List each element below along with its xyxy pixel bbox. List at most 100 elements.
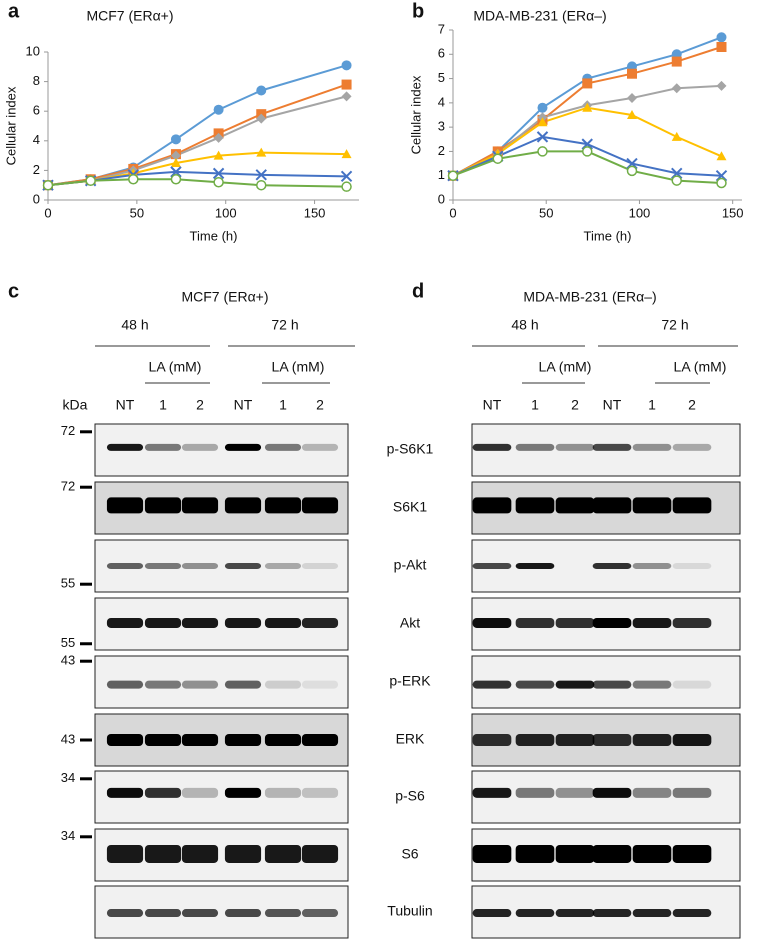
band xyxy=(144,563,182,569)
band xyxy=(472,563,512,569)
marker xyxy=(716,80,727,91)
marker xyxy=(537,146,548,157)
y-tick-label: 5 xyxy=(438,70,445,85)
marker xyxy=(716,42,727,52)
band xyxy=(672,443,712,451)
blot-row-label: Tubulin xyxy=(387,903,432,919)
y-tick-label: 2 xyxy=(33,162,40,177)
marker xyxy=(256,113,267,124)
band xyxy=(224,844,262,863)
lane-label: 1 xyxy=(159,397,167,413)
x-axis-label: Time (h) xyxy=(584,228,632,243)
marker xyxy=(536,131,549,143)
band xyxy=(181,680,219,689)
chart-title: MCF7 (ERα+) xyxy=(86,8,173,24)
lane-label: NT xyxy=(116,397,135,413)
marker xyxy=(671,131,682,141)
band xyxy=(555,680,595,689)
marker xyxy=(671,56,682,67)
blot-row-label: S6 xyxy=(401,846,418,862)
band xyxy=(181,787,219,798)
marker xyxy=(256,147,267,157)
y-tick-label: 4 xyxy=(33,132,40,147)
band xyxy=(264,497,302,514)
band xyxy=(592,909,632,918)
band xyxy=(592,563,632,569)
kda-marker: 72 xyxy=(61,479,75,494)
band xyxy=(264,617,302,628)
marker xyxy=(256,179,267,191)
x-tick-label: 0 xyxy=(449,205,456,220)
band xyxy=(515,787,555,798)
marker xyxy=(716,32,727,43)
kda-marker: 43 xyxy=(61,731,75,746)
band xyxy=(472,443,512,451)
band xyxy=(301,443,339,451)
panel-letter: a xyxy=(8,0,20,22)
band xyxy=(264,909,302,918)
band xyxy=(144,909,182,918)
band xyxy=(632,563,672,569)
band xyxy=(472,680,512,689)
marker xyxy=(341,181,352,192)
y-tick-label: 6 xyxy=(33,103,40,118)
marker xyxy=(255,169,267,181)
band xyxy=(106,443,144,451)
band xyxy=(632,787,672,798)
band xyxy=(592,680,632,689)
x-tick-label: 50 xyxy=(539,205,553,220)
band xyxy=(144,617,182,628)
marker xyxy=(213,176,224,188)
blot-row-label: p-S6 xyxy=(395,788,425,804)
band xyxy=(224,497,262,514)
treatment-label: LA (mM) xyxy=(149,359,202,375)
marker xyxy=(626,68,637,79)
band xyxy=(181,497,219,514)
time-label: 72 h xyxy=(271,317,298,333)
band xyxy=(301,787,339,798)
treatment-label: LA (mM) xyxy=(674,359,727,375)
band xyxy=(301,680,339,689)
marker xyxy=(170,150,181,161)
band xyxy=(632,617,672,628)
band xyxy=(301,617,339,628)
band xyxy=(106,563,144,569)
band xyxy=(632,680,672,689)
kda-marker: 55 xyxy=(61,635,75,650)
band xyxy=(144,680,182,689)
y-tick-label: 4 xyxy=(438,94,445,109)
marker xyxy=(671,175,682,186)
y-tick-label: 8 xyxy=(33,73,40,88)
treatment-label: LA (mM) xyxy=(539,359,592,375)
band xyxy=(144,734,182,746)
time-label: 48 h xyxy=(121,317,148,333)
y-tick-label: 6 xyxy=(438,46,445,61)
band xyxy=(515,909,555,918)
lane-label: 2 xyxy=(196,397,204,413)
marker xyxy=(213,104,224,115)
marker xyxy=(85,175,96,187)
marker xyxy=(170,166,182,178)
blot-row-label: p-Akt xyxy=(394,557,427,573)
lane-label: 1 xyxy=(648,397,656,413)
band xyxy=(592,734,632,746)
x-tick-label: 100 xyxy=(629,205,651,220)
band xyxy=(301,734,339,746)
marker xyxy=(582,78,593,89)
blot-row-label: p-ERK xyxy=(389,673,431,689)
marker xyxy=(170,158,181,167)
band xyxy=(181,563,219,569)
band xyxy=(555,617,595,628)
lane-label: 1 xyxy=(531,397,539,413)
x-tick-label: 150 xyxy=(722,205,744,220)
band xyxy=(555,734,595,746)
lane-label: NT xyxy=(603,397,622,413)
marker xyxy=(581,146,593,157)
band xyxy=(592,617,632,628)
band xyxy=(106,734,144,746)
marker xyxy=(128,174,139,185)
band xyxy=(224,617,262,628)
panel-letter: c xyxy=(8,280,19,302)
marker xyxy=(537,117,548,127)
marker xyxy=(341,91,352,102)
